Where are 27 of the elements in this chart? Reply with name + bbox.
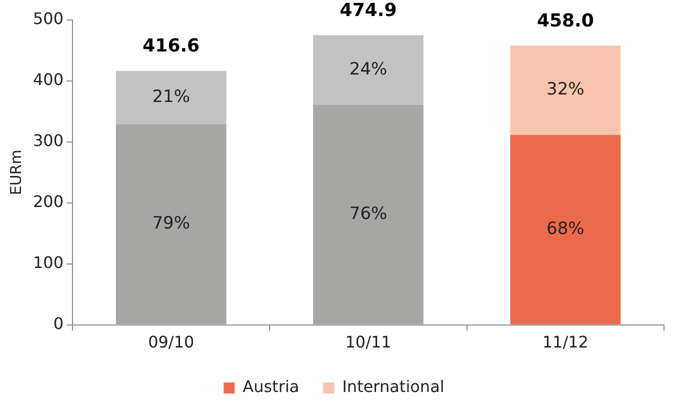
- annotation: 76%: [349, 204, 388, 224]
- bar: [510, 134, 621, 324]
- y-tick-label: 200: [32, 192, 64, 212]
- bar: [510, 46, 621, 135]
- y-tick-label: 0: [53, 314, 64, 333]
- y-tick-label: 300: [32, 131, 64, 150]
- total-label: 474.9: [340, 0, 397, 21]
- legend-label: Austria: [242, 377, 300, 396]
- x-tick-label: 09/10: [148, 332, 194, 352]
- bar: [313, 104, 424, 324]
- y-tick-label: 500: [32, 9, 64, 28]
- annotation: 32%: [546, 80, 584, 100]
- x-tick-label: 11/12: [542, 332, 588, 352]
- annotation: 79%: [152, 214, 190, 234]
- y-tick-label: 100: [32, 252, 64, 272]
- bar: [116, 70, 226, 124]
- x-tick-label: 10/11: [345, 332, 392, 352]
- total-label: 416.6: [142, 36, 200, 57]
- y-tick-label: 400: [32, 70, 64, 90]
- annotation: 68%: [546, 219, 584, 240]
- annotation: 21%: [152, 86, 190, 107]
- annotation: 24%: [349, 59, 388, 80]
- bar: [313, 35, 424, 105]
- legend-label: International: [342, 377, 444, 396]
- y-axis-title: EURm: [6, 150, 25, 196]
- bar: [116, 124, 226, 324]
- total-label: 458.0: [536, 10, 594, 32]
